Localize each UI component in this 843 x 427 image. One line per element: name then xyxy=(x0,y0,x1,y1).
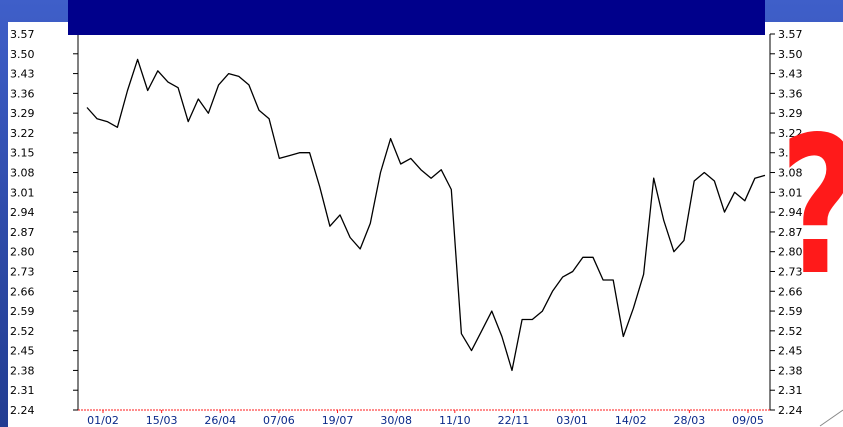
x-tick-label: 22/11 xyxy=(498,414,530,427)
y-tick-label-left: 3.22 xyxy=(10,127,35,140)
price-line-chart: 3.57 3.57 3.50 3.50 3.43 3.43 3.36 3.36 3.29 3.29… xyxy=(10,28,843,427)
y-tick-label-left: 3.36 xyxy=(10,87,35,100)
title-banner xyxy=(68,0,765,35)
y-tick-label-right: 2.87 xyxy=(778,226,803,239)
y-tick-label-right: 2.38 xyxy=(778,364,803,377)
y-tick-label-right: 3.50 xyxy=(778,48,803,61)
x-tick-label: 19/07 xyxy=(322,414,354,427)
x-tick-label: 09/05 xyxy=(732,414,764,427)
y-tick-label-left: 3.43 xyxy=(10,68,35,81)
x-tick-label: 07/06 xyxy=(263,414,295,427)
y-tick-label-left: 2.24 xyxy=(10,404,35,417)
y-tick-label-left: 2.52 xyxy=(10,325,35,338)
y-tick-label-right: 3.36 xyxy=(778,87,803,100)
y-tick-label-right: 3.08 xyxy=(778,167,803,180)
price-series-line xyxy=(86,58,766,372)
y-tick-label-left: 3.57 xyxy=(10,28,35,41)
y-tick-label-left: 2.66 xyxy=(10,285,35,298)
x-tick-label: 14/02 xyxy=(615,414,647,427)
y-tick-label-right: 3.57 xyxy=(778,28,803,41)
y-tick-label-left: 3.50 xyxy=(10,48,35,61)
x-tick-label: 11/10 xyxy=(439,414,471,427)
y-tick-label-left: 3.08 xyxy=(10,167,35,180)
y-tick-label-left: 2.59 xyxy=(10,305,35,318)
y-tick-label-right: 3.15 xyxy=(778,147,803,160)
y-tick-label-left: 3.29 xyxy=(10,107,35,120)
y-tick-label-right: 2.31 xyxy=(778,384,803,397)
y-tick-label-right: 3.22 xyxy=(778,127,803,140)
y-tick-label-right: 3.43 xyxy=(778,68,803,81)
y-tick-label-left: 2.87 xyxy=(10,226,35,239)
y-tick-label-left: 2.38 xyxy=(10,364,35,377)
x-tick-label: 15/03 xyxy=(146,414,178,427)
y-tick-label-right: 2.24 xyxy=(778,404,803,417)
y-tick-label-right: 2.80 xyxy=(778,246,803,259)
y-tick-label-left: 2.73 xyxy=(10,265,35,278)
x-tick-label: 03/01 xyxy=(556,414,588,427)
x-tick-label: 26/04 xyxy=(204,414,236,427)
y-tick-label-left: 2.45 xyxy=(10,345,35,358)
y-tick-label-right: 3.01 xyxy=(778,186,803,199)
y-tick-label-left: 2.31 xyxy=(10,384,35,397)
x-tick-label: 01/02 xyxy=(87,414,119,427)
y-tick-label-left: 2.80 xyxy=(10,246,35,259)
y-tick-label-right: 2.94 xyxy=(778,206,803,219)
y-tick-label-right: 2.73 xyxy=(778,265,803,278)
chart-panel: 3.57 3.57 3.50 3.50 3.43 3.43 3.36 3.36 3.29 3.29… xyxy=(8,22,843,427)
question-mark: ? xyxy=(780,112,843,302)
y-tick-label-right: 2.59 xyxy=(778,305,803,318)
x-tick-label: 28/03 xyxy=(674,414,706,427)
y-tick-label-left: 3.01 xyxy=(10,186,35,199)
y-tick-label-right: 2.66 xyxy=(778,285,803,298)
corner-stroke xyxy=(819,409,843,427)
y-tick-label-right: 3.29 xyxy=(778,107,803,120)
y-tick-label-left: 3.15 xyxy=(10,147,35,160)
x-tick-label: 30/08 xyxy=(380,414,412,427)
y-tick-label-left: 2.94 xyxy=(10,206,35,219)
y-tick-label-right: 2.52 xyxy=(778,325,803,338)
y-tick-label-right: 2.45 xyxy=(778,345,803,358)
